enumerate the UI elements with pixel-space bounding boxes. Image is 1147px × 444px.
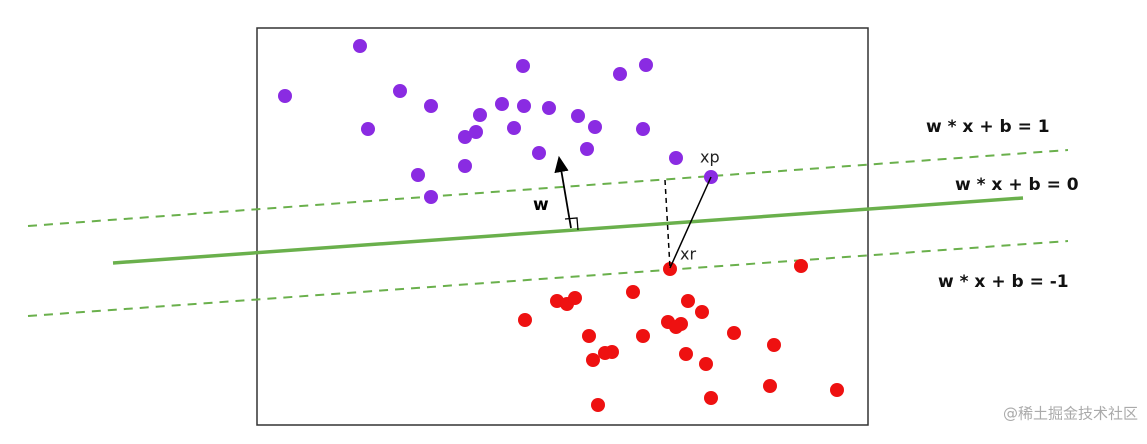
positive-point (458, 159, 472, 173)
boundary-line (112, 196, 1024, 265)
positive-point (393, 84, 407, 98)
frame (256, 27, 869, 426)
positive-point (542, 101, 556, 115)
negative-point (704, 391, 718, 405)
negative-point (636, 329, 650, 343)
negative-point (794, 259, 808, 273)
negative-point (669, 320, 683, 334)
xp-xr-line (669, 176, 712, 269)
negative-point (679, 347, 693, 361)
positive-point (516, 59, 530, 73)
points (278, 39, 844, 412)
positive-point (613, 67, 627, 81)
positive-point (517, 99, 531, 113)
negative-point (663, 262, 677, 276)
positive-point (458, 130, 472, 144)
projection-line (664, 179, 671, 269)
equation-upper: w * x + b = 1 (926, 117, 1050, 137)
positive-point (278, 89, 292, 103)
negative-point (830, 383, 844, 397)
positive-point (424, 99, 438, 113)
negative-point (582, 329, 596, 343)
positive-point (636, 122, 650, 136)
negative-point (699, 357, 713, 371)
negative-point (626, 285, 640, 299)
equation-lower: w * x + b = -1 (938, 272, 1069, 292)
xp-label: xp (700, 148, 720, 167)
margin-upper-line (27, 149, 1069, 227)
right-angle (564, 217, 579, 231)
positive-point (571, 109, 585, 123)
negative-point (695, 305, 709, 319)
positive-point (361, 122, 375, 136)
positive-point (424, 190, 438, 204)
w-label: w (533, 195, 549, 215)
negative-point (681, 294, 695, 308)
negative-point (586, 353, 600, 367)
positive-point (588, 120, 602, 134)
positive-point (580, 142, 594, 156)
negative-point (763, 379, 777, 393)
negative-point (568, 291, 582, 305)
positive-point (469, 125, 483, 139)
negative-point (591, 398, 605, 412)
positive-point (639, 58, 653, 72)
positive-point (353, 39, 367, 53)
positive-point (669, 151, 683, 165)
xr-label: xr (680, 245, 696, 264)
negative-point (767, 338, 781, 352)
positive-point (411, 168, 425, 182)
negative-point (598, 346, 612, 360)
w-arrow (554, 155, 572, 229)
negative-point (727, 326, 741, 340)
negative-point (518, 313, 532, 327)
equation-boundary: w * x + b = 0 (955, 175, 1079, 195)
positive-point (507, 121, 521, 135)
margin-lower-line (27, 240, 1069, 317)
positive-point (532, 146, 546, 160)
watermark: @稀土掘金技术社区 (1003, 405, 1138, 423)
positive-point (495, 97, 509, 111)
positive-point (473, 108, 487, 122)
